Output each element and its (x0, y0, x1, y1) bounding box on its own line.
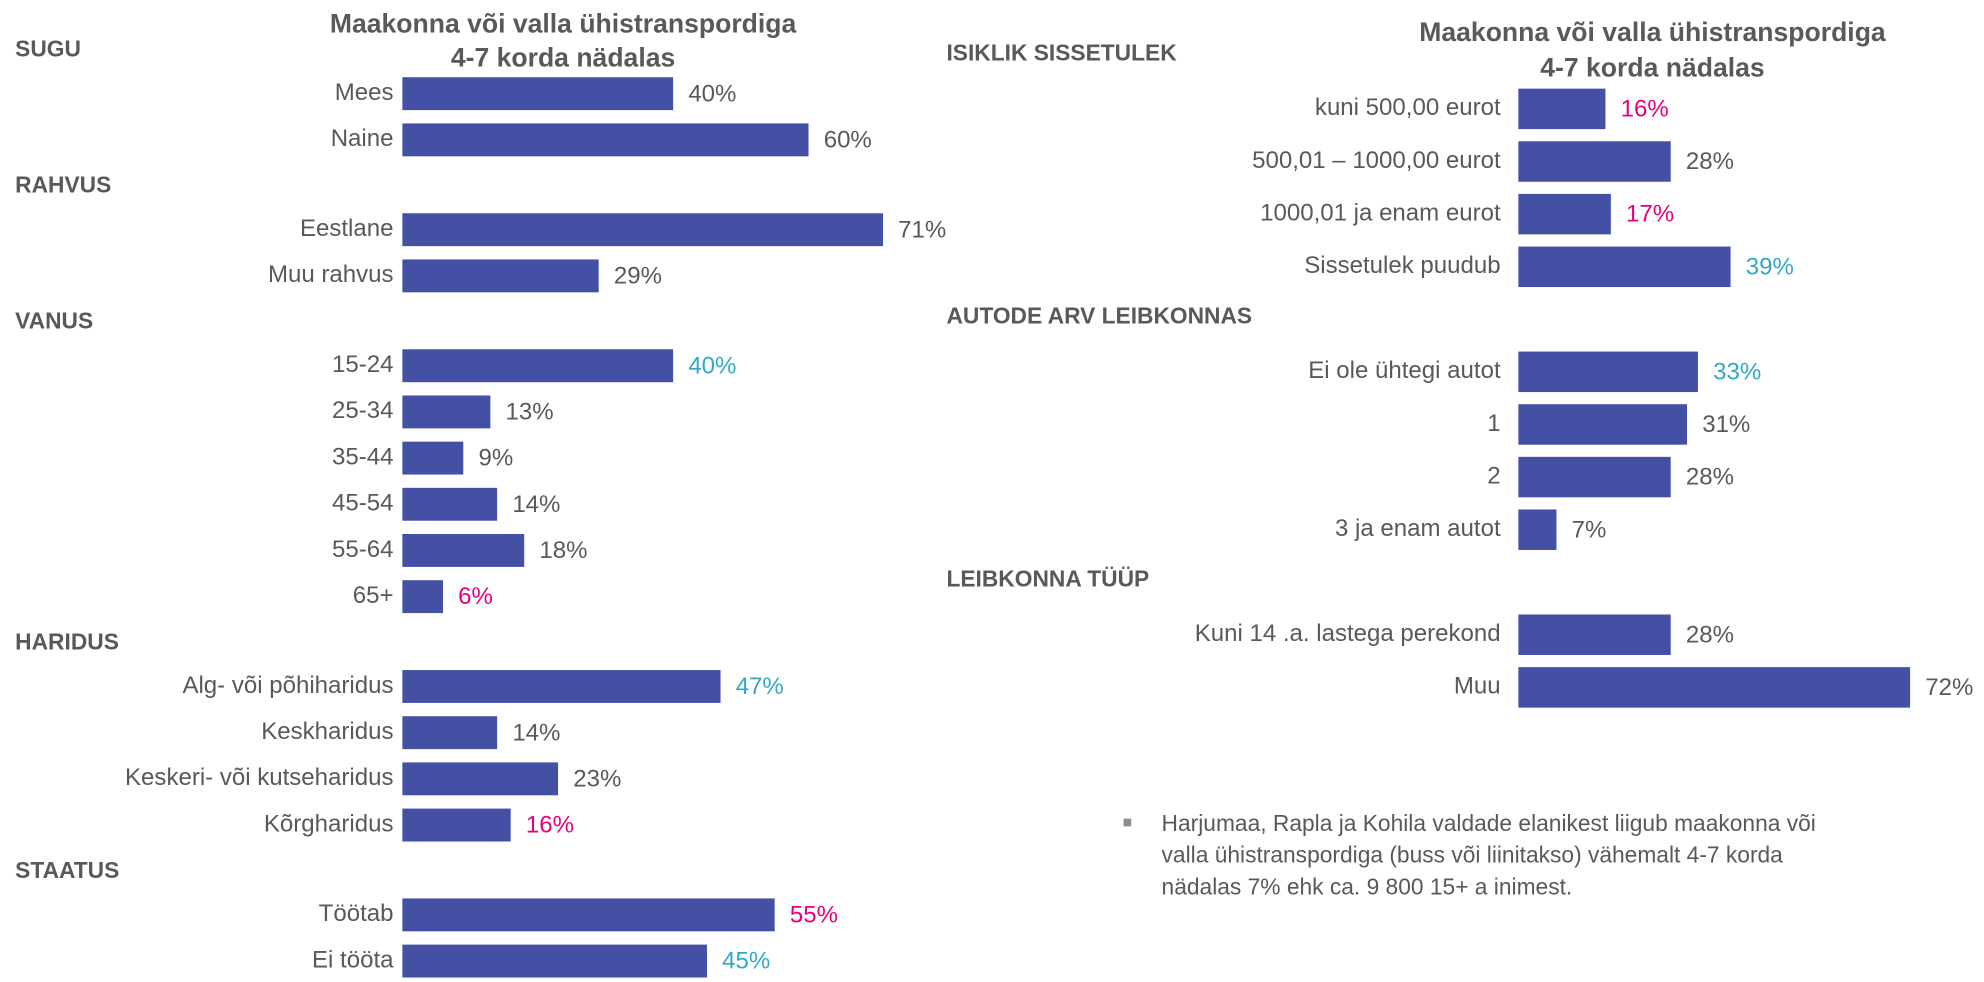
bar (1518, 614, 1671, 655)
section-heading: SUGU (15, 36, 81, 62)
bar (402, 259, 599, 293)
chart-title: Maakonna või valla ühistranspordiga (1419, 17, 1886, 47)
bar (1518, 404, 1688, 445)
value-label: 39% (1746, 253, 1794, 280)
value-label: 55% (790, 901, 838, 928)
chart-title: Maakonna või valla ühistranspordiga (330, 8, 797, 38)
section-heading: STAATUS (15, 857, 119, 883)
bar (1518, 193, 1611, 235)
category-label: Mees (335, 79, 394, 106)
category-label: 65+ (353, 582, 394, 609)
bar (402, 534, 525, 567)
category-label: Naine (331, 125, 394, 152)
value-label: 47% (736, 673, 784, 700)
section-heading: RAHVUS (15, 172, 111, 198)
category-label: Muu rahvus (268, 261, 394, 288)
section-heading: LEIBKONNA TÜÜP (946, 565, 1149, 591)
bar (402, 670, 721, 703)
value-label: 18% (539, 537, 587, 564)
value-label: 17% (1626, 201, 1674, 228)
value-label: 14% (512, 491, 560, 518)
bar (402, 762, 559, 796)
value-label: 28% (1686, 621, 1734, 648)
category-label: 25-34 (332, 397, 393, 424)
value-label: 7% (1572, 516, 1607, 543)
category-label: 500,01 – 1000,00 eurot (1252, 147, 1501, 174)
value-label: 28% (1686, 148, 1734, 175)
category-label: 1 (1487, 410, 1500, 437)
category-label: Muu (1454, 673, 1501, 700)
category-label: Kuni 14 .a. lastega perekond (1195, 620, 1501, 647)
category-label: 15-24 (332, 351, 393, 378)
bar (1518, 667, 1911, 708)
value-label: 16% (526, 812, 574, 839)
value-label: 13% (506, 399, 554, 426)
value-label: 40% (688, 352, 736, 379)
category-label: Keskharidus (261, 718, 393, 745)
category-label: 45-54 (332, 490, 393, 517)
category-label: Töötab (319, 900, 394, 927)
category-label: kuni 500,00 eurot (1315, 94, 1501, 121)
note-text: nädalas 7% ehk ca. 9 800 15+ a inimest. (1162, 873, 1573, 899)
category-label: Kõrgharidus (264, 810, 394, 837)
category-label: Eestlane (300, 215, 394, 242)
bar (402, 487, 498, 521)
value-label: 72% (1925, 674, 1973, 701)
category-label: Alg- või põhiharidus (182, 672, 393, 699)
value-label: 40% (688, 80, 736, 107)
category-label: 2 (1487, 462, 1500, 489)
bar (402, 580, 443, 614)
section-heading: VANUS (15, 308, 93, 334)
value-label: 23% (573, 765, 621, 792)
value-label: 31% (1702, 411, 1750, 438)
bar (402, 77, 674, 111)
bar (1518, 88, 1606, 130)
chart-title: 4-7 korda nädalas (1540, 53, 1764, 83)
category-label: Ei tööta (312, 946, 394, 973)
category-label: Sissetulek puudub (1304, 252, 1500, 279)
category-label: 1000,01 ja enam eurot (1260, 199, 1501, 226)
bar (1518, 509, 1557, 550)
value-label: 6% (458, 583, 493, 610)
category-label: Keskeri- või kutseharidus (125, 764, 393, 791)
category-label: Ei ole ühtegi autot (1308, 357, 1501, 384)
bar (402, 441, 464, 475)
bar (402, 716, 498, 750)
bar (402, 213, 883, 247)
value-label: 9% (478, 445, 513, 472)
value-label: 14% (512, 719, 560, 746)
value-label: 60% (824, 126, 872, 153)
category-label: 3 ja enam autot (1335, 515, 1501, 542)
value-label: 71% (898, 216, 946, 243)
bar (402, 898, 775, 932)
chart-title: 4-7 korda nädalas (451, 43, 675, 73)
section-heading: AUTODE ARV LEIBKONNAS (946, 302, 1252, 328)
value-label: 29% (614, 263, 662, 290)
note-text: Harjumaa, Rapla ja Kohila valdade elanik… (1162, 810, 1816, 836)
note-text: valla ühistranspordiga (buss või liinita… (1162, 842, 1784, 868)
bullet (1123, 818, 1132, 827)
value-label: 28% (1686, 464, 1734, 491)
section-heading: ISIKLIK SISSETULEK (946, 39, 1177, 65)
category-label: 55-64 (332, 536, 393, 563)
bar (1518, 456, 1671, 498)
bar (402, 123, 809, 157)
bar (402, 395, 491, 429)
bar (1518, 246, 1731, 288)
bar (1518, 141, 1671, 182)
value-label: 16% (1621, 95, 1669, 122)
section-heading: HARIDUS (15, 628, 119, 654)
bar (402, 808, 511, 842)
bar (1518, 351, 1698, 393)
value-label: 45% (722, 948, 770, 975)
bar (402, 349, 674, 383)
bar (402, 944, 707, 978)
value-label: 33% (1713, 358, 1761, 385)
category-label: 35-44 (332, 443, 393, 470)
